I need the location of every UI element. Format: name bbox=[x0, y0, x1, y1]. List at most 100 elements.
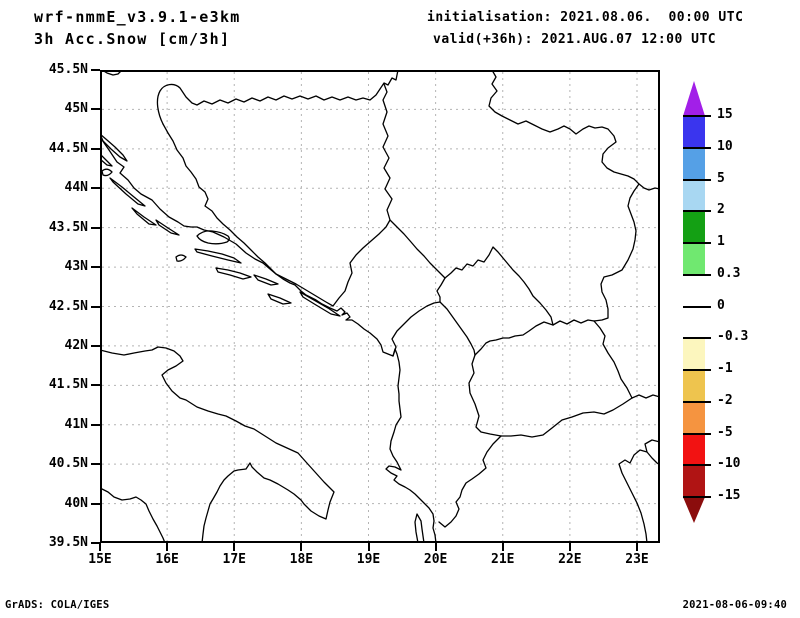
colorbar-tick-label: -0.3 bbox=[717, 329, 749, 345]
colorbar-segment bbox=[683, 147, 705, 180]
lat-tick-label: 44.5N bbox=[48, 140, 88, 156]
colorbar-segment bbox=[683, 433, 705, 466]
map-outlines bbox=[99, 69, 661, 544]
lon-tick-label: 20E bbox=[423, 552, 448, 567]
colorbar-segment bbox=[683, 274, 705, 307]
colorbar-segment bbox=[683, 465, 705, 497]
lat-tick-label: 41.5N bbox=[48, 377, 88, 393]
colorbar-boundary-tick bbox=[683, 496, 711, 498]
colorbar-tick-label: -2 bbox=[717, 392, 733, 408]
colorbar-tick-label: -10 bbox=[717, 456, 741, 472]
colorbar-boundary-tick bbox=[683, 178, 711, 181]
colorbar-segment bbox=[683, 338, 705, 370]
colorbar-segment bbox=[683, 179, 705, 212]
lat-tick-label: 43N bbox=[64, 259, 88, 275]
lat-tick-label: 41N bbox=[64, 416, 88, 432]
map-frame bbox=[100, 70, 660, 543]
lat-tick bbox=[91, 344, 100, 347]
colorbar-boundary-tick bbox=[683, 400, 711, 403]
colorbar-boundary-tick bbox=[683, 369, 711, 371]
border-greece-bulgaria bbox=[631, 394, 661, 399]
lat-tick bbox=[91, 187, 100, 190]
border-montenegro-albania bbox=[391, 301, 441, 357]
colorbar-tick-label: 5 bbox=[717, 170, 725, 186]
lon-tick-label: 16E bbox=[155, 552, 179, 567]
lat-tick-label: 45N bbox=[64, 101, 88, 117]
colorbar-tick-label: 10 bbox=[717, 138, 733, 154]
border-albania-macedonia bbox=[468, 354, 502, 437]
colorbar-tick-label: 1 bbox=[717, 234, 725, 249]
lat-tick-label: 42.5N bbox=[48, 298, 88, 314]
lon-tick bbox=[568, 543, 571, 551]
colorbar-boundary-tick bbox=[683, 432, 711, 435]
lon-tick bbox=[636, 543, 638, 551]
island-corfu bbox=[414, 513, 425, 544]
border-albania-greece bbox=[438, 435, 502, 528]
border-kosovo-macedonia bbox=[474, 321, 554, 356]
border-croatia-bosnia-sava bbox=[156, 69, 399, 125]
coastline-thermaic-gulf bbox=[618, 439, 661, 544]
border-serbia-romania-danube bbox=[488, 69, 661, 191]
lat-tick bbox=[91, 266, 100, 269]
lat-tick bbox=[91, 69, 100, 71]
gridlines bbox=[102, 72, 658, 541]
coastline-adriatic-east bbox=[99, 136, 437, 544]
colorbar-boundary-tick bbox=[683, 146, 711, 149]
lon-tick-label: 22E bbox=[558, 552, 582, 567]
colorbar-segment bbox=[683, 401, 705, 434]
colorbar-boundary-tick bbox=[683, 273, 711, 276]
colorbar-boundary-tick bbox=[683, 115, 711, 117]
lon-tick bbox=[300, 543, 303, 551]
colorbar-top-arrow bbox=[683, 81, 705, 116]
product-title: 3h Acc.Snow [cm/3h] bbox=[34, 30, 231, 48]
colorbar-segment bbox=[683, 211, 705, 243]
lat-tick bbox=[91, 423, 100, 426]
colorbar-segment bbox=[683, 370, 705, 402]
model-title: wrf-nmmE_v3.9.1-e3km bbox=[34, 8, 241, 26]
lon-tick bbox=[233, 543, 236, 551]
lat-tick bbox=[91, 147, 100, 150]
lat-tick bbox=[91, 226, 100, 229]
colorbar-bottom-arrow bbox=[683, 497, 705, 523]
lat-tick-label: 43.5N bbox=[48, 219, 88, 235]
colorbar-tick-label: -5 bbox=[717, 424, 733, 440]
lat-tick-label: 44N bbox=[64, 180, 88, 196]
map-canvas bbox=[99, 69, 661, 544]
border-kosovo-serbia bbox=[444, 246, 554, 326]
lat-tick bbox=[91, 502, 100, 505]
lat-tick-label: 39.5N bbox=[48, 535, 88, 550]
adriatic-islands bbox=[99, 133, 341, 317]
lat-tick bbox=[91, 108, 100, 111]
lon-tick-label: 19E bbox=[356, 552, 381, 567]
lat-tick-label: 45.5N bbox=[48, 62, 88, 77]
lon-tick bbox=[99, 543, 101, 551]
border-montenegro-kosovo bbox=[436, 277, 446, 303]
colorbar-tick-label: -1 bbox=[717, 361, 733, 376]
lat-tick-label: 40.5N bbox=[48, 456, 88, 472]
colorbar-boundary-tick bbox=[683, 242, 711, 244]
border-serbia-bulgaria bbox=[593, 183, 640, 322]
colorbar-boundary-tick bbox=[683, 337, 711, 340]
colorbar-segment bbox=[683, 116, 705, 148]
lon-tick-label: 18E bbox=[289, 552, 314, 567]
colorbar-tick-label: 0.3 bbox=[717, 265, 741, 281]
border-serbia-macedonia bbox=[552, 319, 595, 326]
lon-tick-label: 15E bbox=[88, 552, 112, 567]
border-macedonia-bulgaria bbox=[593, 320, 633, 399]
colorbar-segment bbox=[683, 306, 705, 339]
lat-tick-label: 40N bbox=[64, 495, 88, 511]
coastline-italy-adriatic bbox=[99, 346, 335, 544]
valid-time-label: valid(+36h): 2021.AUG.07 12:00 UTC bbox=[433, 32, 717, 47]
border-bosnia-montenegro-drina bbox=[332, 83, 393, 307]
lon-tick bbox=[367, 543, 370, 551]
lon-tick bbox=[166, 543, 169, 551]
creation-timestamp: 2021-08-06-09:40 bbox=[682, 599, 787, 611]
colorbar-tick-label: 2 bbox=[717, 202, 725, 218]
border-macedonia-greece bbox=[500, 397, 633, 438]
lat-tick bbox=[91, 384, 100, 387]
lon-tick bbox=[434, 543, 437, 551]
lon-tick-label: 17E bbox=[222, 552, 246, 567]
border-croatia-bosnia-west bbox=[162, 123, 334, 307]
colorbar-tick-label: 0 bbox=[717, 297, 725, 313]
